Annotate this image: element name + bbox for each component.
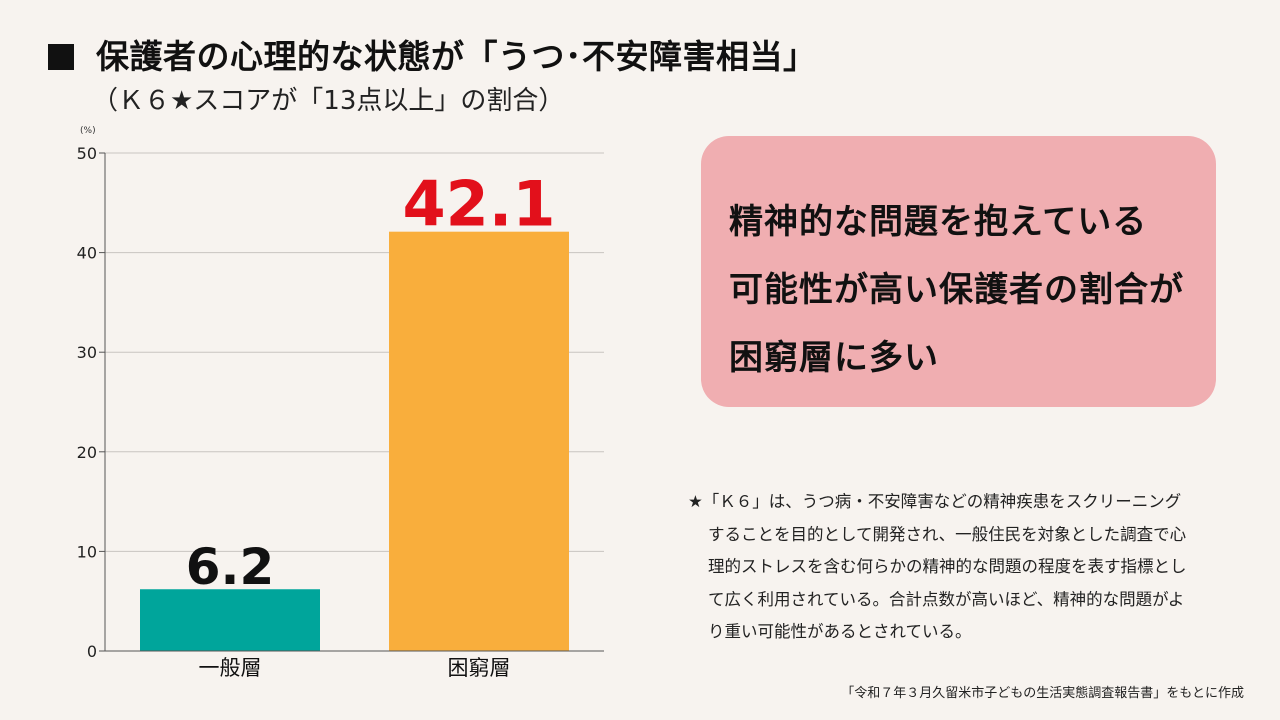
y-tick-label: 20: [77, 443, 97, 462]
bar: [140, 589, 320, 651]
value-labels: 6.2 42.1: [186, 168, 556, 597]
square-bullet-icon: [48, 44, 74, 70]
y-axis-unit-label: (%): [80, 126, 96, 136]
callout-line: 困窮層に多い: [729, 338, 939, 378]
callout-box: 精神的な問題を抱えている 可能性が高い保護者の割合が 困窮層に多い: [701, 136, 1216, 407]
footnote-line: 理的ストレスを含む何らかの精神的な問題の程度を表す指標とし: [708, 557, 1187, 576]
footnote-line: り重い可能性があるとされている。: [708, 622, 972, 641]
footnote-line: することを目的として開発され、一般住民を対象とした調査で心: [708, 524, 1187, 544]
value-label: 42.1: [403, 168, 556, 241]
y-tick-label: 40: [77, 244, 97, 263]
y-tick-label: 10: [77, 542, 97, 561]
value-label: 6.2: [186, 538, 275, 596]
footnote-line: ★「Ｋ６」は、うつ病・不安障害などの精神疾患をスクリーニング: [688, 492, 1182, 511]
y-tick-label: 50: [77, 144, 97, 163]
bar: [389, 231, 569, 651]
footnote: ★「Ｋ６」は、うつ病・不安障害などの精神疾患をスクリーニング することを目的とし…: [688, 486, 1248, 649]
callout-line: 可能性が高い保護者の割合が: [729, 270, 1184, 310]
bars: [140, 231, 569, 651]
y-axis-ticks: 0 10 20 30 40 50: [77, 144, 105, 661]
bar-chart: (%) 0 10 20 30 40 50 6.2 42.1 一般層 困窮層: [77, 126, 604, 680]
category-label: 困窮層: [448, 656, 511, 680]
category-label: 一般層: [199, 656, 262, 680]
y-tick-label: 30: [77, 343, 97, 362]
title-text: 保護者の心理的な状態が「うつ･不安障害相当」: [96, 37, 817, 76]
page-title: 保護者の心理的な状態が「うつ･不安障害相当」: [48, 30, 817, 78]
callout-line: 精神的な問題を抱えている: [729, 202, 1148, 242]
footnote-line: て広く利用されている。合計点数が高いほど、精神的な問題がよ: [708, 589, 1185, 609]
y-tick-label: 0: [87, 642, 97, 661]
x-axis-categories: 一般層 困窮層: [199, 656, 511, 680]
page-subtitle: （Ｋ６★スコアが「13点以上」の割合）: [92, 86, 565, 116]
source-note: 「令和７年３月久留米市子どもの生活実態調査報告書」をもとに作成: [841, 686, 1244, 701]
